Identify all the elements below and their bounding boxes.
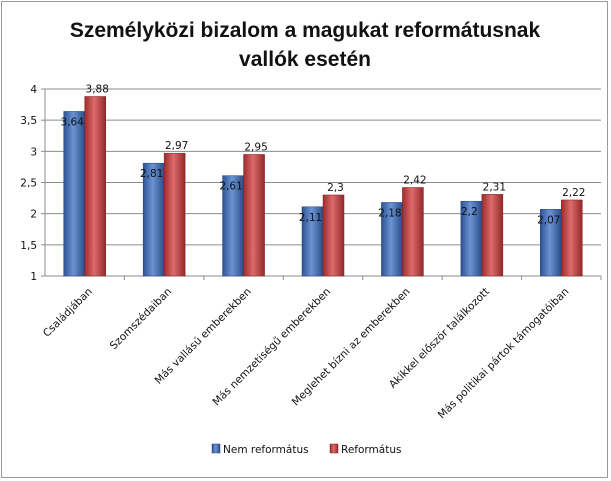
- y-tick-label: 2: [30, 209, 37, 221]
- data-label: 3,64: [61, 116, 85, 128]
- data-label: 2,11: [299, 212, 322, 224]
- bar-reformatus: [163, 152, 186, 277]
- data-labels: 3,64 3,88 2,81 2,97 2,61 2,95 2,11 2,3 2,18 2,42 2…: [61, 83, 586, 226]
- y-tick-label: 1: [30, 271, 37, 283]
- y-tick-label: 3: [30, 146, 37, 158]
- data-label: 2,07: [537, 214, 560, 226]
- bar-reformatus: [322, 194, 345, 277]
- bar-reformatus: [561, 199, 583, 277]
- data-label: 2,95: [244, 141, 267, 153]
- y-tick-label: 4: [30, 84, 37, 96]
- data-label: 2,2: [461, 206, 478, 218]
- category-label: Családjában: [41, 286, 95, 340]
- legend: Nem református Református: [211, 443, 401, 456]
- data-label: 2,3: [327, 182, 344, 194]
- legend-label: Nem református: [223, 444, 309, 456]
- data-label: 2,42: [403, 174, 426, 186]
- y-tick-label: 2,5: [20, 178, 37, 190]
- bars: [63, 96, 583, 277]
- bar-reformatus: [481, 194, 504, 277]
- chart-title-line-1: Személyközi bizalom a magukat református…: [70, 19, 541, 42]
- bar-reformatus: [243, 154, 265, 277]
- data-label: 2,61: [219, 181, 242, 193]
- data-label: 2,22: [562, 187, 585, 199]
- category-label: Más politikai pártok támogatóiban: [436, 286, 572, 422]
- legend-label: Református: [341, 444, 401, 456]
- data-label: 2,81: [140, 168, 163, 180]
- y-tick-label: 3,5: [20, 115, 37, 127]
- data-label: 3,88: [86, 83, 109, 95]
- bar-reformatus: [84, 96, 106, 277]
- chart-title-line-2: vallók esetén: [239, 48, 371, 71]
- data-label: 2,97: [165, 140, 188, 152]
- bar-reformatus: [402, 187, 424, 277]
- y-tick-label: 1,5: [20, 240, 37, 252]
- legend-swatch: [211, 443, 221, 454]
- category-label: Szomszédaiban: [108, 286, 175, 353]
- data-label: 2,31: [483, 181, 506, 193]
- legend-swatch: [329, 443, 339, 454]
- bar-nem-reformatus: [63, 111, 85, 277]
- data-label: 2,18: [378, 207, 401, 219]
